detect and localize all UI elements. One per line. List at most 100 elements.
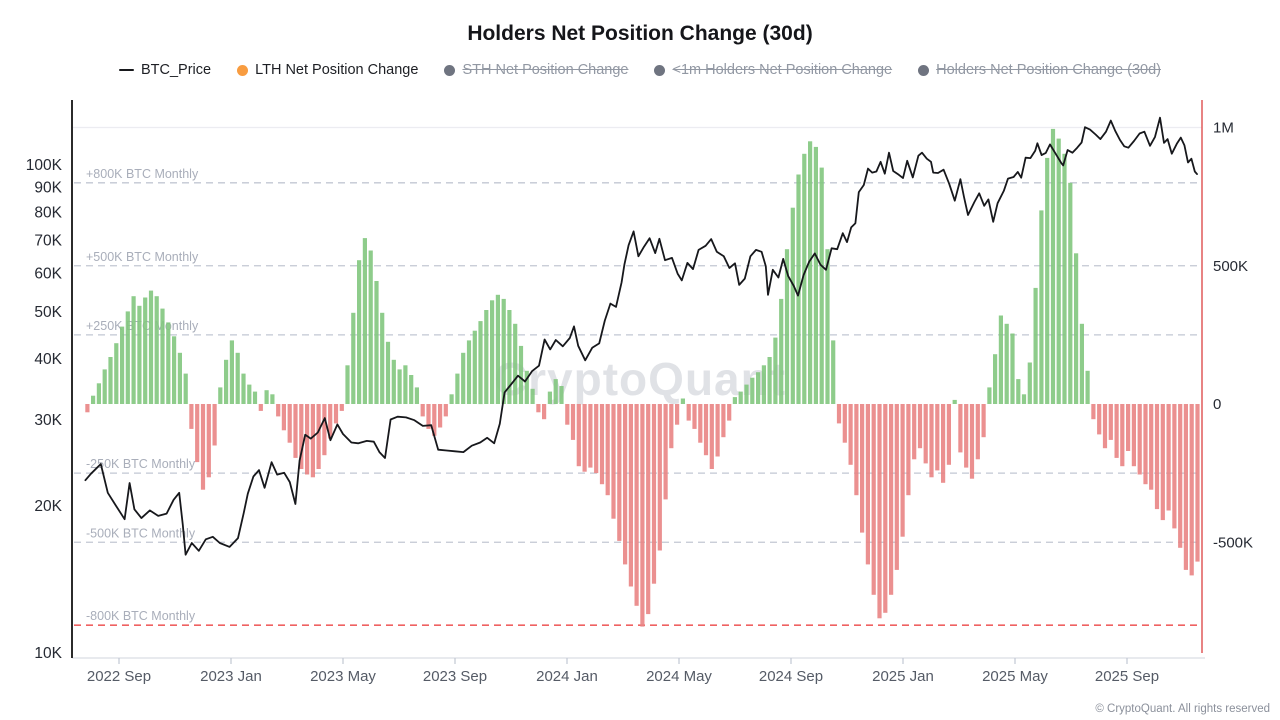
bar [646, 404, 651, 615]
bar [183, 373, 188, 404]
bar [796, 174, 801, 404]
bar [605, 404, 610, 496]
x-tick-label: 2022 Sep [87, 668, 151, 685]
bar [634, 404, 639, 606]
x-tick-label: 2025 Sep [1095, 668, 1159, 685]
bar [929, 404, 934, 478]
bar [102, 369, 107, 404]
left-axis-tick-label: 70K [34, 233, 62, 250]
bar [813, 146, 818, 404]
bar [1172, 404, 1177, 529]
legend-item-1m-holders-net-position[interactable]: <1m Holders Net Position Change [654, 62, 892, 78]
bar [333, 404, 339, 424]
bar [1091, 404, 1096, 420]
bar [397, 369, 402, 404]
bar [750, 377, 755, 404]
bar [703, 404, 709, 456]
bar [380, 312, 385, 404]
bar [438, 404, 443, 428]
bar [640, 404, 645, 627]
bar [357, 260, 362, 404]
bar [680, 398, 685, 404]
bar [784, 249, 790, 404]
bar [599, 404, 605, 485]
bar [305, 404, 310, 475]
bar [692, 404, 697, 429]
bar [975, 404, 980, 460]
bar [449, 394, 454, 404]
bar [495, 294, 500, 404]
bar [871, 404, 876, 595]
bar [744, 384, 749, 404]
bar [553, 379, 558, 404]
bar [1033, 287, 1038, 404]
btc-price-line [84, 116, 1198, 556]
bar [96, 383, 101, 404]
bar [224, 359, 229, 404]
bar [206, 404, 211, 478]
bar [1039, 210, 1044, 404]
right-axis-tick-label: 500K [1213, 258, 1248, 275]
bar [131, 296, 136, 404]
bar [339, 404, 344, 411]
bar [773, 337, 778, 404]
bar [154, 296, 159, 404]
bar [310, 404, 315, 478]
bar [1149, 404, 1154, 490]
bar [900, 404, 905, 537]
bar [1154, 404, 1160, 510]
bar [1160, 404, 1165, 521]
bar [1062, 153, 1067, 404]
bar [1056, 138, 1061, 404]
x-tick-label: 2025 May [982, 668, 1048, 685]
x-tick-label: 2024 May [646, 668, 712, 685]
bar [565, 404, 570, 425]
bar [1097, 404, 1102, 435]
left-axis-tick-label: 90K [34, 179, 62, 196]
reference-line-label: -500K BTC Monthly [86, 526, 196, 540]
bar [258, 404, 263, 411]
bar [981, 404, 986, 438]
line-series-marker-icon [118, 68, 134, 72]
bar [761, 365, 766, 404]
legend-item-label: STH Net Position Change [462, 62, 629, 78]
bar [958, 404, 963, 453]
legend-item-holders-net-position-30d[interactable]: Holders Net Position Change (30d) [918, 62, 1161, 78]
bar [860, 404, 865, 533]
bar [941, 404, 946, 483]
bar [385, 341, 391, 404]
bar [912, 404, 917, 460]
legend-item-btc-price[interactable]: BTC_Price [118, 62, 211, 78]
bar [917, 404, 923, 449]
bar [883, 404, 888, 613]
bar [409, 375, 414, 404]
bar [160, 308, 165, 404]
legend-item-lth-net-position[interactable]: LTH Net Position Change [237, 62, 418, 78]
bar [1166, 404, 1171, 511]
bar [756, 372, 761, 404]
bar [235, 352, 240, 404]
bar [328, 404, 333, 439]
legend-item-sth-net-position[interactable]: STH Net Position Change [444, 62, 628, 78]
legend-item-label: Holders Net Position Change (30d) [936, 62, 1161, 78]
reference-line-label: +250K BTC Monthly [86, 319, 199, 333]
left-axis-tick-label: 50K [34, 304, 62, 321]
x-tick-label: 2025 Jan [872, 668, 934, 685]
bar [935, 404, 940, 471]
bar [172, 336, 177, 404]
bar [987, 387, 992, 404]
bar [536, 404, 541, 413]
bar [831, 340, 836, 404]
bar [247, 384, 252, 404]
bar [513, 323, 518, 404]
reference-line-label: +800K BTC Monthly [86, 167, 199, 181]
dot-marker-icon [444, 64, 456, 76]
bar [120, 326, 125, 404]
bar [721, 404, 726, 438]
bar [848, 404, 853, 465]
left-axis-tick-label: 30K [34, 412, 62, 429]
bar [865, 404, 870, 565]
bar [808, 141, 813, 405]
bar [85, 404, 90, 413]
bar [530, 388, 535, 404]
